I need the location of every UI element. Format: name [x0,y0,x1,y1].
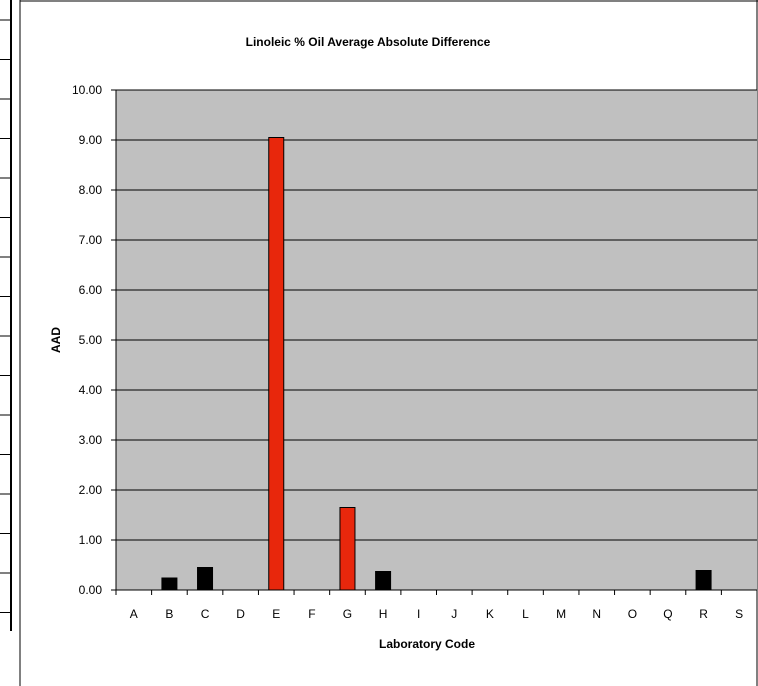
page-edge-decoration [0,0,21,686]
chart-title: Linoleic % Oil Average Absolute Differen… [246,35,491,49]
x-tick-label: M [556,607,566,621]
bar-B [161,577,178,591]
x-tick-label: A [130,607,138,621]
y-tick-label: 4.00 [79,383,103,397]
plot-area: 0.00 1.00 2.00 3.00 4.00 5.00 6.00 7.00 8.00 9.00… [72,83,757,621]
y-tick-label: 7.00 [79,233,103,247]
y-tick-label: 3.00 [79,433,103,447]
x-tick-label: G [343,607,352,621]
x-tick-label: R [699,607,708,621]
y-tick-label: 10.00 [72,83,102,97]
x-tick-label: N [592,607,601,621]
x-tick-label: S [735,607,743,621]
x-tick-label: E [272,607,280,621]
y-axis-label: AAD [49,327,63,353]
y-tick-label: 2.00 [79,483,103,497]
y-tick-label: 1.00 [79,533,103,547]
x-tick-label: O [628,607,637,621]
y-tick-label: 9.00 [79,133,103,147]
x-tick-label: F [308,607,315,621]
x-tick-label: K [486,607,494,621]
x-tick-label: B [165,607,173,621]
x-axis-label: Laboratory Code [379,637,475,651]
bar-R [695,570,712,591]
bar-H [375,571,392,591]
x-tick-label: H [379,607,388,621]
x-tick-label: D [236,607,245,621]
y-tick-label: 8.00 [79,183,103,197]
x-tick-label: I [417,607,420,621]
x-tick-label: L [522,607,529,621]
bar-G [339,507,356,591]
x-tick-label: C [201,607,210,621]
bar-E [268,137,285,591]
x-tick-label: Q [663,607,672,621]
y-tick-label: 6.00 [79,283,103,297]
bar-C [197,567,214,591]
y-tick-label: 0.00 [79,583,103,597]
x-tick-label: J [451,607,457,621]
y-tick-label: 5.00 [79,333,103,347]
